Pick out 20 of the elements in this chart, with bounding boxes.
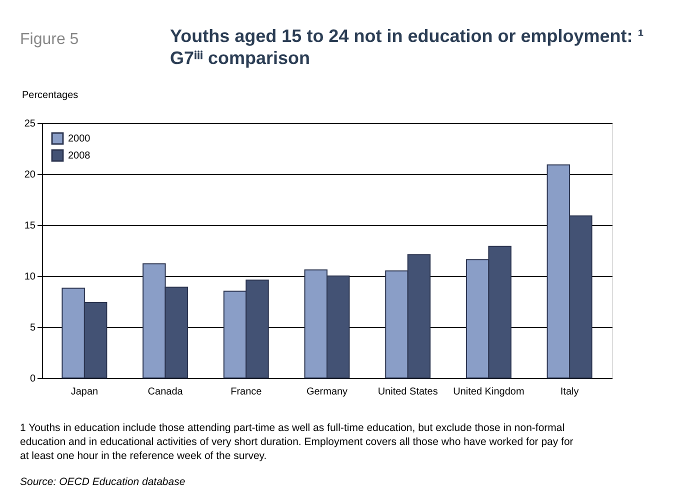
text: 1 Youths in education include those attending part-time as well as full-time education, but exclude those in non-formal education and in educational activities of very short duration. Employment covers all those who have worked for pay for at least one hour in the reference week of the survey. bbox=[20, 422, 574, 462]
legend-label: 2008 bbox=[68, 150, 91, 162]
chart-title: Youths aged 15 to 24 not in education or employment: ¹ G7ⁱⁱⁱ comparison bbox=[170, 26, 644, 68]
legend-label: 2000 bbox=[68, 134, 91, 144]
y-tick-label: 5 bbox=[30, 322, 36, 334]
x-tick-label: United Kingdom bbox=[453, 386, 524, 398]
y-axis-title: Percentages bbox=[22, 90, 78, 101]
x-tick-label: France bbox=[230, 386, 262, 398]
x-tick-label: Canada bbox=[148, 386, 184, 398]
y-tick-label: 15 bbox=[24, 220, 36, 232]
y-tick-label: 10 bbox=[24, 272, 36, 282]
x-tick-label: Germany bbox=[306, 386, 348, 398]
x-tick-label: Japan bbox=[70, 386, 98, 398]
x-tick-label: United States bbox=[378, 386, 438, 398]
y-tick-label: 20 bbox=[24, 170, 36, 180]
x-tick-label: Italy bbox=[560, 386, 579, 398]
caption: Figure 5 bbox=[20, 31, 79, 48]
source-note: Source: OECD Education database bbox=[20, 476, 186, 488]
y-tick-label: 25 bbox=[24, 118, 36, 130]
y-tick-label: 0 bbox=[30, 374, 36, 384]
